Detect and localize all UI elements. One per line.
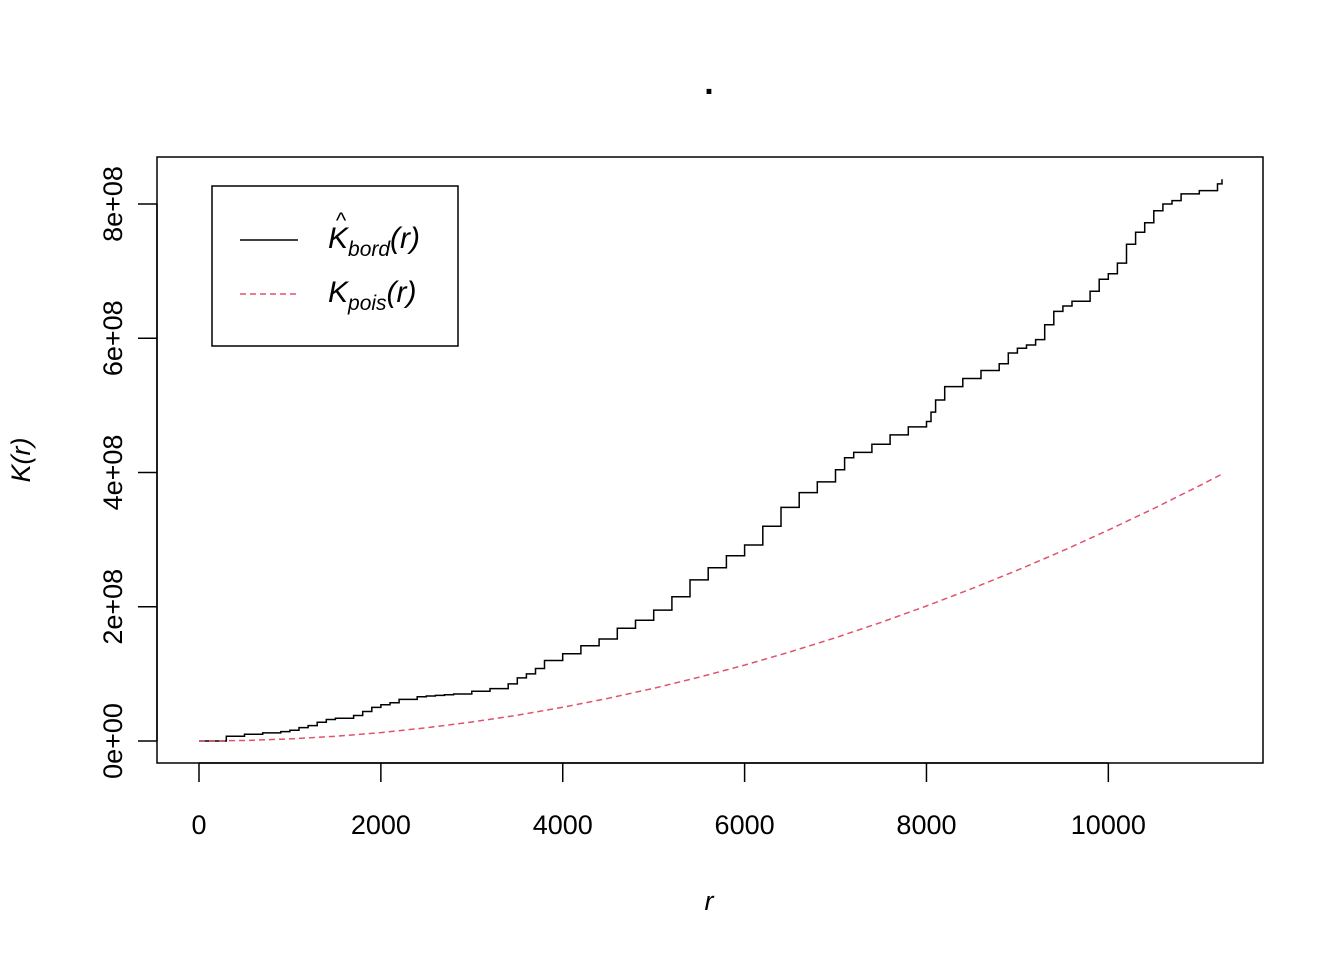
legend-hat-mark: ^ bbox=[336, 208, 347, 233]
x-axis-label: r bbox=[705, 886, 715, 916]
y-axis: 0e+00 2e+08 4e+08 6e+08 8e+08 bbox=[98, 166, 158, 779]
y-tick-label: 2e+08 bbox=[98, 569, 128, 645]
x-tick-label: 8000 bbox=[896, 810, 956, 840]
y-axis-label: K(r) bbox=[6, 438, 36, 483]
x-axis: 0 2000 4000 6000 8000 10000 bbox=[191, 762, 1146, 840]
legend-label-bord: Kbord(r) bbox=[328, 222, 420, 261]
y-tick-label: 6e+08 bbox=[98, 300, 128, 376]
legend-label-pois: Kpois(r) bbox=[328, 276, 417, 315]
series-layer bbox=[198, 179, 1223, 742]
legend: Kbord(r)^ Kpois(r) bbox=[211, 185, 459, 347]
y-tick-label: 8e+08 bbox=[98, 166, 128, 242]
chart-title: . bbox=[704, 64, 713, 102]
x-tick-label: 4000 bbox=[533, 810, 593, 840]
series-line-bord bbox=[199, 179, 1223, 742]
series-line-pois bbox=[198, 473, 1223, 742]
x-tick-label: 2000 bbox=[351, 810, 411, 840]
x-tick-label: 0 bbox=[191, 810, 206, 840]
y-tick-label: 0e+00 bbox=[98, 703, 128, 779]
x-tick-label: 10000 bbox=[1071, 810, 1146, 840]
legend-box bbox=[211, 185, 459, 347]
x-tick-label: 6000 bbox=[715, 810, 775, 840]
y-tick-label: 4e+08 bbox=[98, 435, 128, 511]
